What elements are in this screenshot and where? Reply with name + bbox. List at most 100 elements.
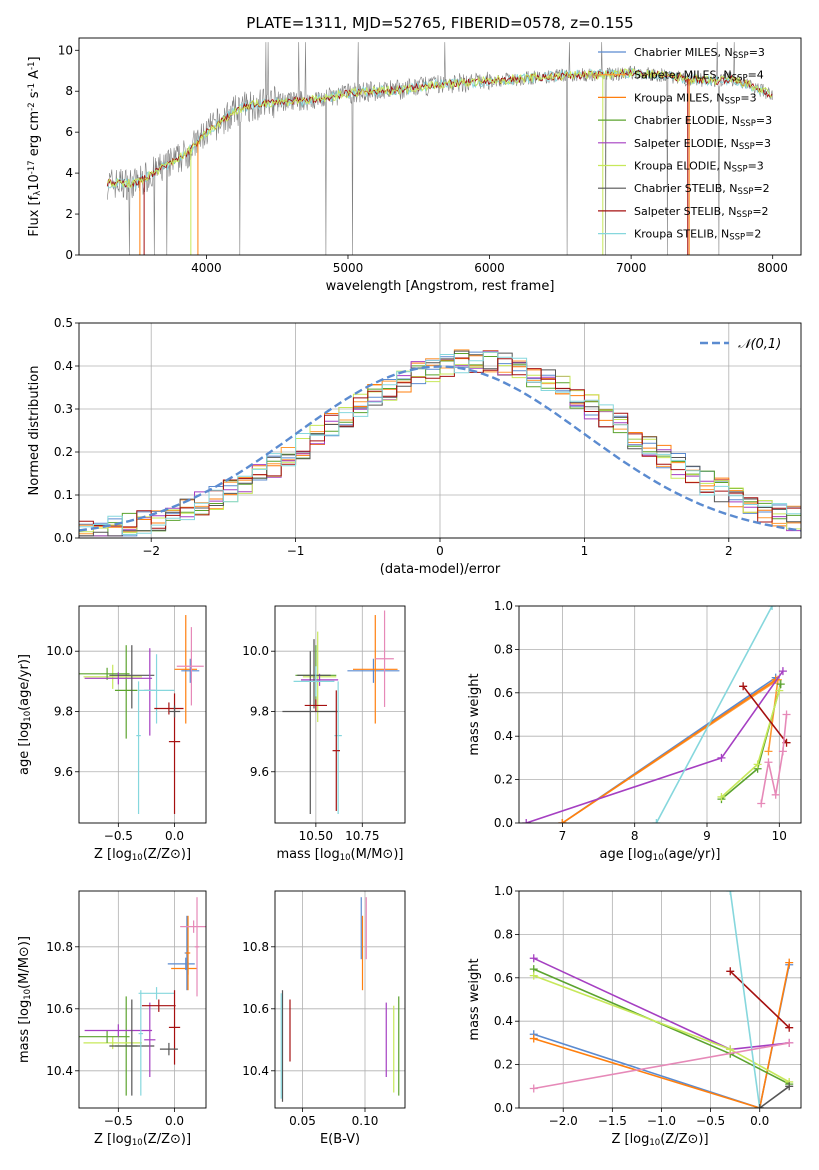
data-point xyxy=(753,760,762,769)
x-tick-label: 0.0 xyxy=(165,1114,184,1128)
data-point xyxy=(785,958,794,967)
axes-frame xyxy=(518,605,802,824)
x-tick-label: 4000 xyxy=(191,261,222,275)
plot-area xyxy=(106,42,773,255)
data-point xyxy=(726,967,735,976)
y-tick-label: 10.6 xyxy=(242,1002,269,1016)
x-tick-label: 8 xyxy=(631,829,639,843)
plot-area xyxy=(282,610,400,814)
plot-area xyxy=(529,891,794,1108)
normal-curve xyxy=(79,365,801,532)
plot-area xyxy=(522,606,791,823)
errorbar-point xyxy=(293,666,335,697)
x-tick-label: −1 xyxy=(287,544,305,558)
errorbar-point xyxy=(375,610,394,707)
series-line xyxy=(533,962,790,1108)
y-tick-label: 0.2 xyxy=(54,445,73,459)
data-point xyxy=(782,710,791,719)
data-point xyxy=(755,1104,764,1108)
y-tick-label: 10.4 xyxy=(242,1064,269,1078)
data-point xyxy=(739,682,748,691)
y-tick-label: 0.3 xyxy=(54,402,73,416)
series-line xyxy=(729,891,761,1108)
axes-frame xyxy=(274,605,406,824)
errorbar-point xyxy=(159,1042,178,1056)
errorbar-point xyxy=(185,915,191,991)
data-point xyxy=(785,1038,794,1047)
x-tick-label: −2 xyxy=(142,544,160,558)
chart-mass-vs-Z: −0.5 0.0 10.4 10.6 10.8 Z [log10(Z/Z⊙)] mass [… xyxy=(17,890,207,1148)
series-line xyxy=(720,683,782,800)
x-tick-label: 10 xyxy=(772,829,787,843)
errorbar-point xyxy=(176,627,204,706)
data-point xyxy=(771,790,780,799)
y-tick-label: 0.4 xyxy=(494,729,513,743)
data-point xyxy=(726,1045,735,1054)
x-axis-label: age [log10(age/yr)] xyxy=(600,847,721,863)
y-tick-label: 2 xyxy=(65,207,73,221)
errorbar-point xyxy=(174,615,198,724)
x-axis-label: (data-model)/error xyxy=(380,562,501,577)
errorbar-point xyxy=(181,658,200,683)
legend-entry: Chabrier MILES, NSSP=3 xyxy=(634,46,765,61)
errorbar-point xyxy=(114,645,138,739)
plot-area xyxy=(280,897,400,1102)
errorbar-point xyxy=(347,658,400,683)
y-tick-label: 10.0 xyxy=(242,644,269,658)
y-tick-label: 6 xyxy=(65,125,73,139)
plot-area xyxy=(79,897,206,1096)
grid xyxy=(79,606,206,823)
data-point xyxy=(717,792,726,801)
series-line xyxy=(729,970,790,1029)
series-line xyxy=(759,1085,790,1108)
legend: Chabrier MILES, NSSP=3 Salpeter MILES, NS… xyxy=(598,46,772,243)
series-line xyxy=(655,606,773,823)
y-tick-label: 0 xyxy=(65,248,73,262)
errorbar-point xyxy=(84,672,153,685)
x-axis-label: Z [log10(Z/Z⊙)] xyxy=(611,1132,708,1148)
x-tick-label: 7000 xyxy=(616,261,647,275)
x-axis-label: Z [log10(Z/Z⊙)] xyxy=(94,847,191,863)
x-tick-label: −0.5 xyxy=(104,1114,133,1128)
y-tick-label: 1.0 xyxy=(494,884,513,898)
y-tick-label: 10.8 xyxy=(46,940,73,954)
errorbar-point xyxy=(83,664,142,689)
x-tick-label: 5000 xyxy=(333,261,364,275)
data-point xyxy=(785,1082,794,1091)
y-tick-label: 10.4 xyxy=(46,1064,73,1078)
y-axis-label: Flux [fλ10-17 erg cm-2 s-1 A-1] xyxy=(27,56,43,236)
data-point xyxy=(764,758,773,767)
series-line xyxy=(742,685,788,744)
errorbar-point xyxy=(144,648,156,736)
errorbar-point xyxy=(353,615,398,724)
y-tick-label: 0.6 xyxy=(494,686,513,700)
series-line xyxy=(525,670,784,823)
legend-entry: Salpeter ELODIE, NSSP=3 xyxy=(634,137,771,152)
y-tick-label: 0.0 xyxy=(494,816,513,830)
x-axis-label: Z [log10(Z/Z⊙)] xyxy=(94,1132,191,1148)
y-tick-label: 1.0 xyxy=(494,599,513,613)
errorbar-point xyxy=(194,897,200,997)
y-tick-label: 0.8 xyxy=(494,927,513,941)
data-point xyxy=(775,686,784,695)
chart-spectrum: 4000 5000 6000 7000 8000 0 2 4 6 8 10 wavelength [A… xyxy=(27,37,802,294)
series-line xyxy=(720,690,781,798)
y-tick-label: 9.6 xyxy=(250,765,269,779)
data-point xyxy=(768,606,777,610)
errorbar-point xyxy=(79,1030,130,1043)
axes-frame xyxy=(518,890,802,1109)
y-tick-label: 0.8 xyxy=(494,642,513,656)
errorbar-point xyxy=(136,681,141,814)
y-axis-label: age [log10(age/yr)] xyxy=(17,654,33,775)
x-tick-label: −2.0 xyxy=(549,1114,578,1128)
chart-weight-vs-Z: −2.0 −1.5 −1.0 −0.5 0.0 0.0 0.2 0.4 0.6 0.8 1.0 Z [… xyxy=(467,884,802,1148)
y-tick-label: 0.4 xyxy=(54,359,73,373)
x-tick-label: 0.10 xyxy=(352,1114,379,1128)
x-axis-label: E(B-V) xyxy=(320,1132,360,1147)
x-tick-label: −0.5 xyxy=(104,829,133,843)
axes-frame xyxy=(78,890,207,1109)
errorbar-point xyxy=(297,639,331,709)
y-tick-label: 0.1 xyxy=(54,488,73,502)
errorbar-point xyxy=(180,920,206,933)
